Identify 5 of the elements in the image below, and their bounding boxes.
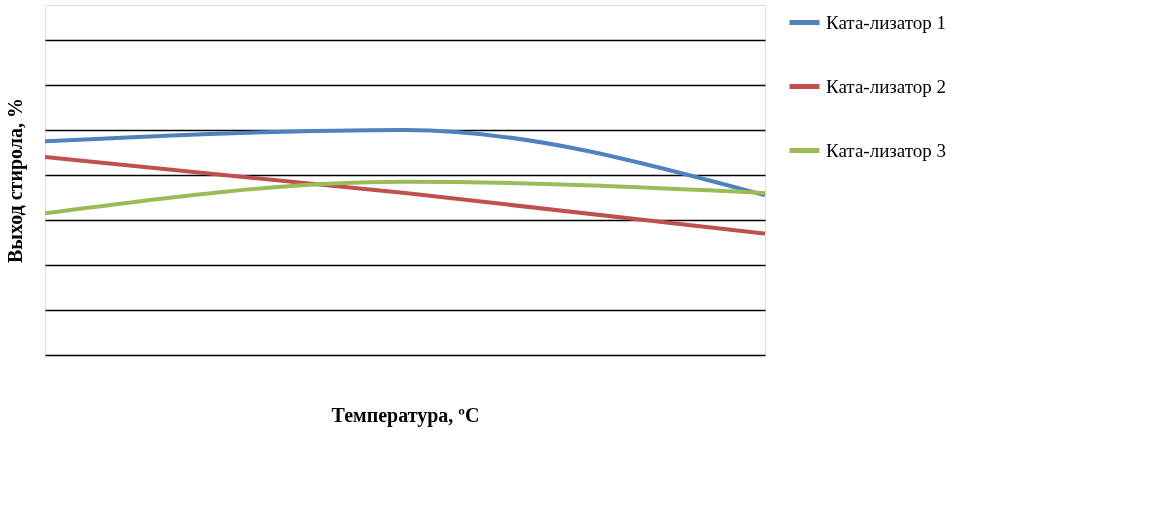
x-axis-title: Температура, ºC	[331, 403, 480, 427]
y-axis-title: Выход стирола, %	[3, 97, 27, 264]
legend-label: Ката-лизатор 1	[826, 11, 947, 33]
legend-label: Ката-лизатор 3	[826, 139, 947, 161]
legend-label: Ката-лизатор 2	[826, 75, 947, 97]
